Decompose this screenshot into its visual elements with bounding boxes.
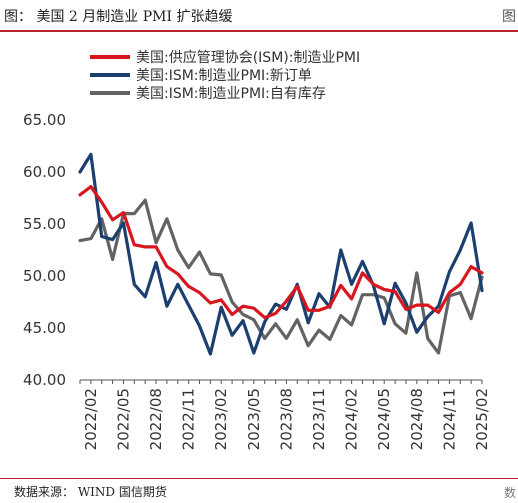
footer-corner-mark: 数 [503,486,516,500]
x-tick-label: 2023/05 [245,388,263,450]
figure-header: 图： 美国 2 月制造业 PMI 扩张趋缓 图 [0,0,518,32]
y-tick-label: 55.00 [23,215,66,233]
series-line-0 [78,185,484,320]
plot-area [78,152,484,356]
x-tick-label: 2024/11 [440,388,458,450]
legend-label-0: 美国:供应管理协会(ISM):制造业PMI [136,49,360,66]
x-tick-label: 2024/08 [408,388,426,450]
legend: 美国:供应管理协会(ISM):制造业PMI 美国:ISM:制造业PMI:新订单 … [90,49,360,102]
x-tick-label: 2023/08 [277,388,295,450]
x-tick-label: 2025/02 [473,388,491,450]
x-tick-label: 2024/05 [375,388,393,450]
series-line-2 [78,198,484,355]
y-tick-label: 40.00 [23,371,66,389]
pmi-line-chart: 美国:供应管理协会(ISM):制造业PMI 美国:ISM:制造业PMI:新订单 … [23,49,491,450]
x-tick-label: 2022/11 [180,388,198,450]
data-source-note: 数据来源： WIND 国信期货 [14,485,167,499]
legend-label-1: 美国:ISM:制造业PMI:新订单 [136,68,312,84]
x-tick-label: 2023/02 [212,388,230,450]
series-line-1 [78,152,484,356]
header-corner-mark: 图 [502,9,516,25]
y-tick-label: 45.00 [23,319,66,337]
footer-divider [0,478,518,479]
y-axis: 40.00 45.00 50.00 55.00 60.00 65.00 [23,111,66,389]
y-tick-label: 60.00 [23,163,66,181]
x-tick-label: 2024/02 [343,388,361,450]
x-axis: 2022/02 2022/05 2022/08 2022/11 2023/02 2023/… [79,379,491,450]
x-tick-label: 2023/11 [310,388,328,450]
y-tick-label: 50.00 [23,267,66,285]
figure-title: 图： 美国 2 月制造业 PMI 扩张趋缓 [4,9,233,25]
y-tick-label: 65.00 [23,111,66,129]
x-tick-label: 2022/02 [82,388,100,450]
legend-label-2: 美国:ISM:制造业PMI:自有库存 [136,86,326,102]
x-tick-label: 2022/05 [114,388,132,450]
x-tick-label: 2022/08 [147,388,165,450]
header-divider [0,30,518,32]
